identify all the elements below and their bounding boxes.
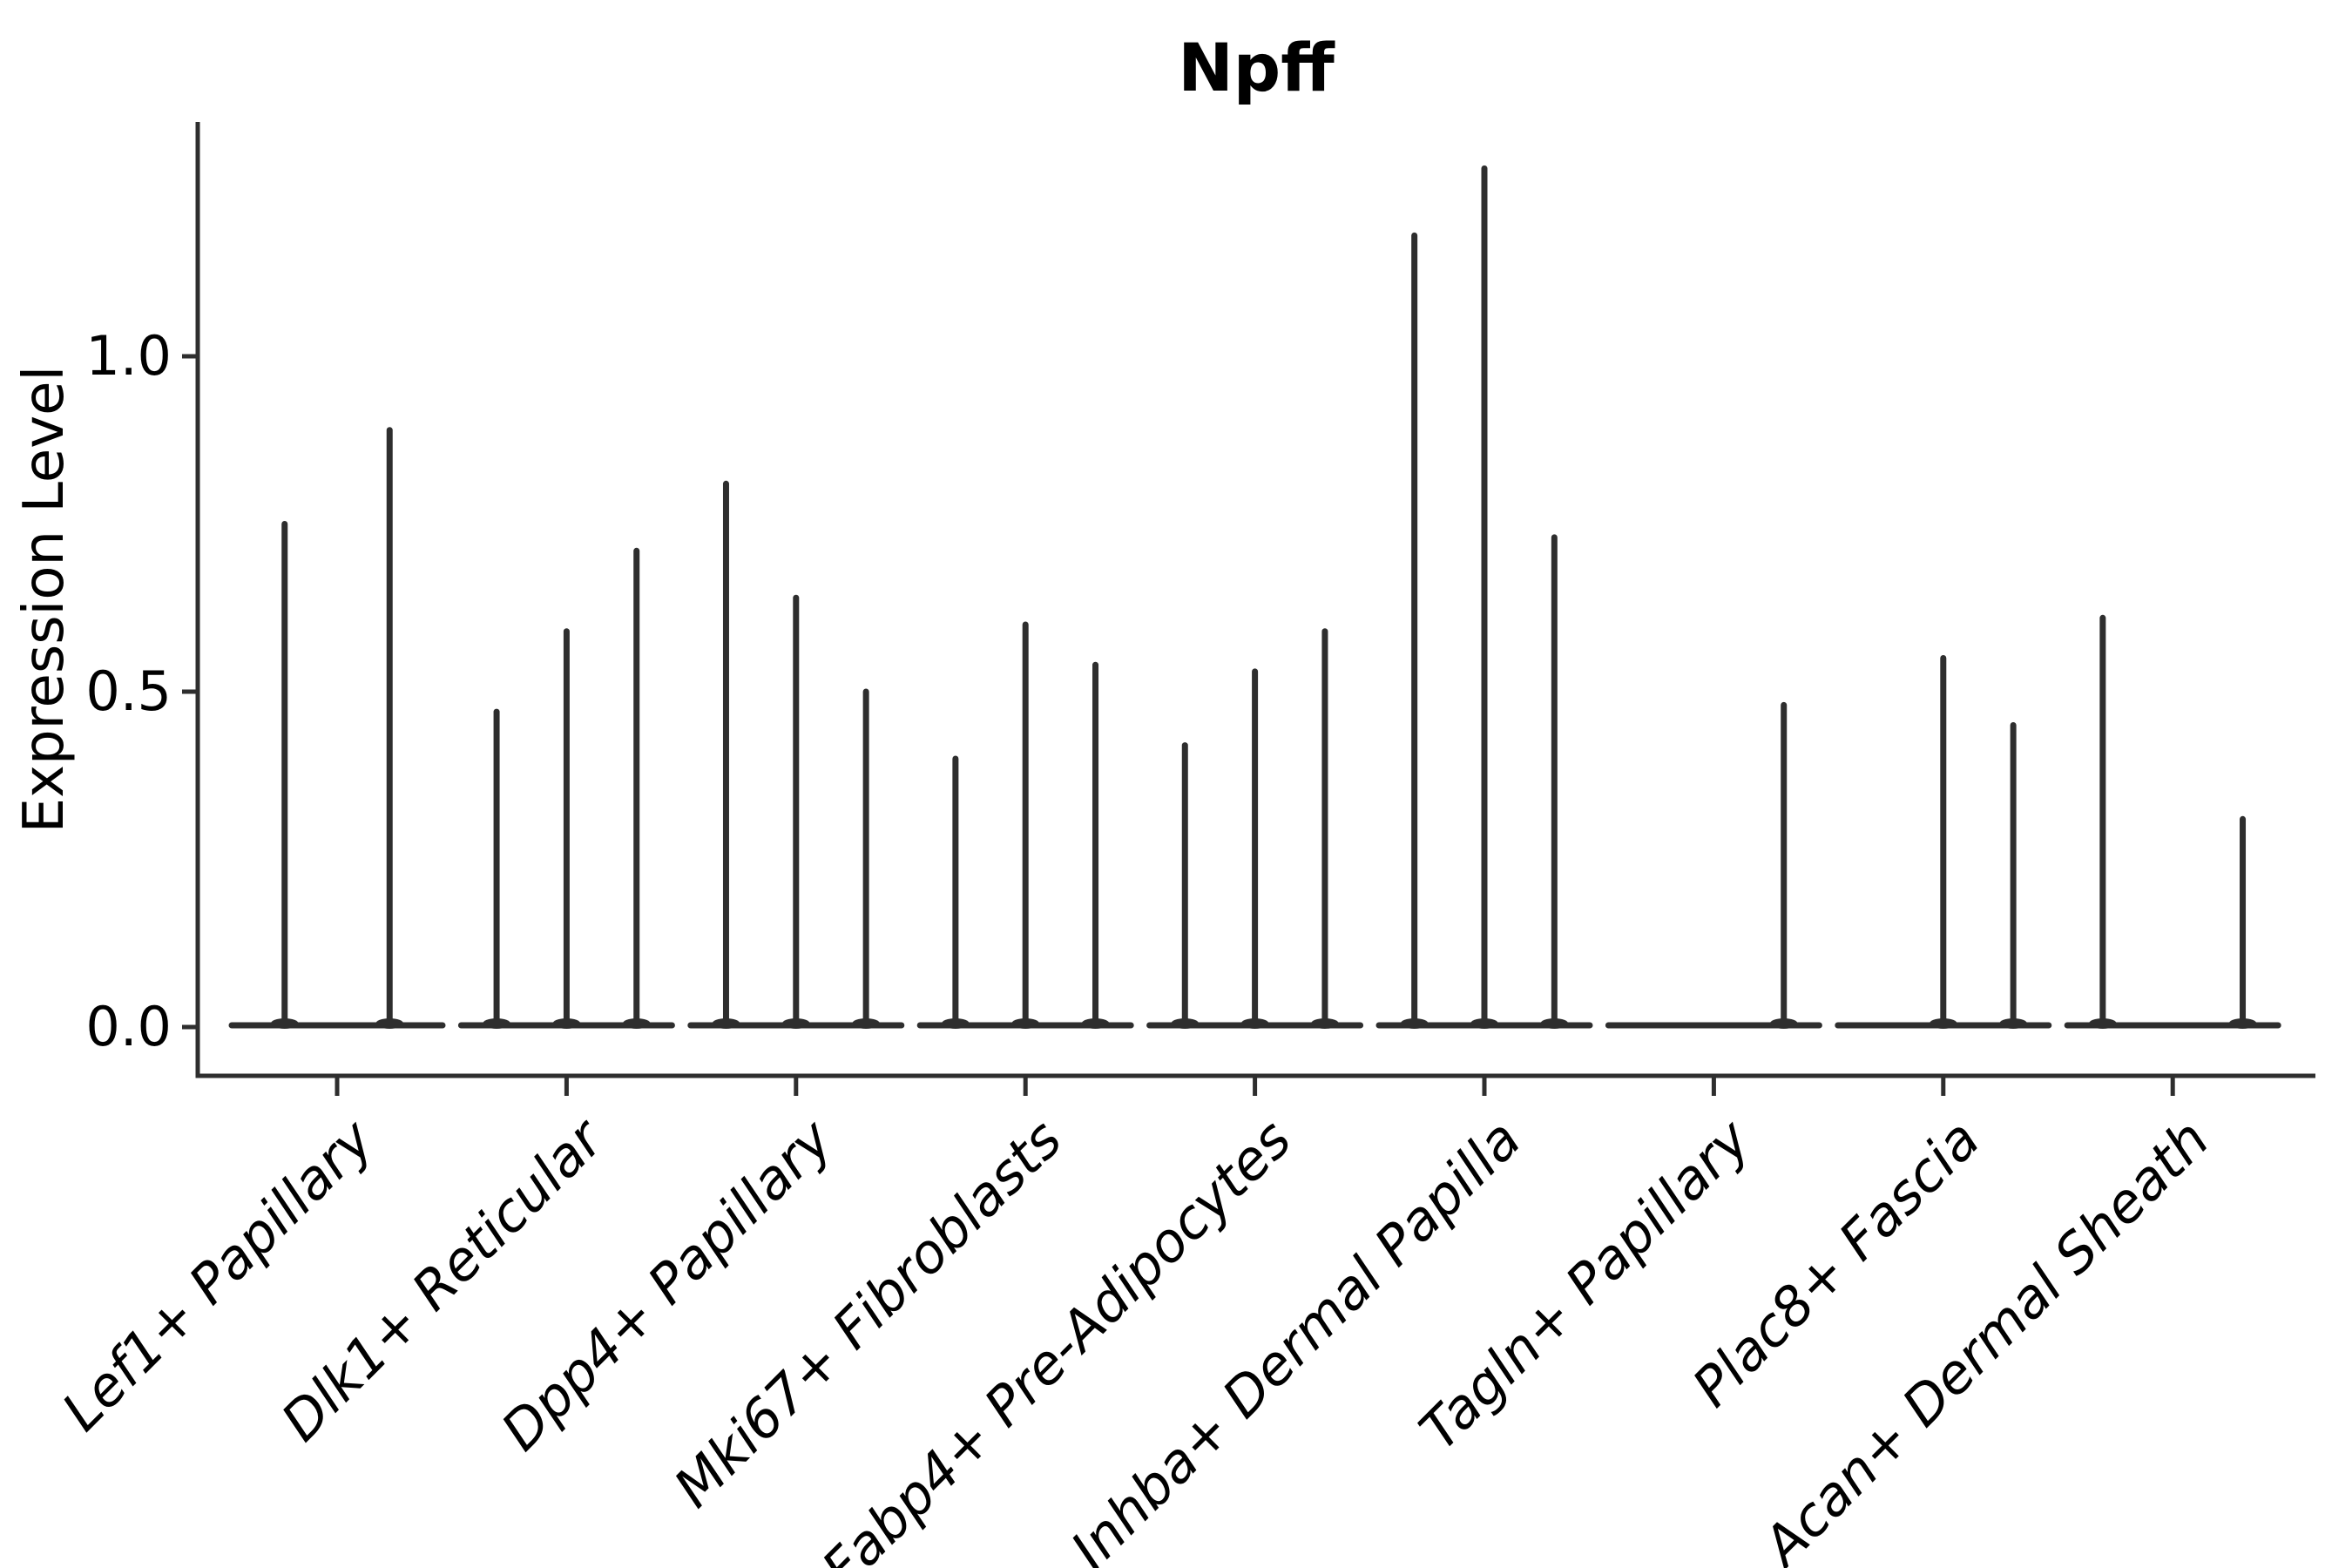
- y-axis-label: Expression Level: [12, 366, 77, 834]
- x-tick-label: Acan+ Dermal Sheath: [1748, 1107, 2221, 1568]
- chart-title: Npff: [1178, 29, 1335, 106]
- y-tick-label: 1.0: [85, 324, 172, 388]
- y-tick-label: 0.0: [85, 995, 172, 1058]
- x-tick-label: Mki67+ Fibroblasts: [662, 1107, 1074, 1519]
- y-tick-label: 0.5: [85, 659, 172, 723]
- x-tick-label: Inhba+ Dermal Papilla: [1058, 1107, 1532, 1568]
